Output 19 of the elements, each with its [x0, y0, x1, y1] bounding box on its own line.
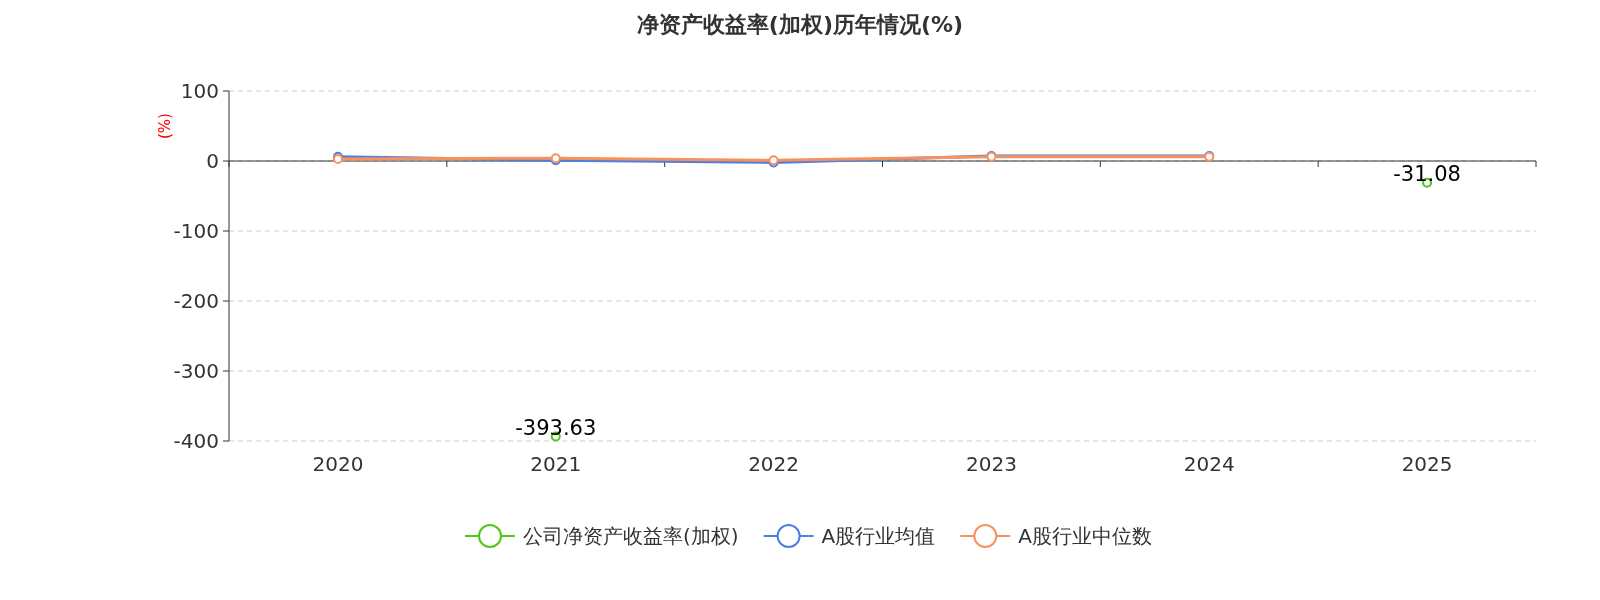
y-axis-title: (%) [156, 113, 174, 139]
data-label: -31.08 [1393, 161, 1461, 186]
legend-label: A股行业均值 [821, 524, 936, 548]
x-tick-label: 2023 [965, 452, 1017, 476]
y-tick-label: -400 [173, 429, 219, 453]
y-tick-label: -200 [173, 289, 219, 313]
x-tick-label: 2022 [748, 452, 800, 476]
y-tick-label: 100 [180, 79, 219, 103]
x-tick-label: 2020 [312, 452, 364, 476]
x-tick-label: 2025 [1401, 452, 1453, 476]
legend-label: 公司净资产收益率(加权) [523, 524, 739, 548]
data-label: -393.63 [515, 415, 597, 440]
y-tick-label: -300 [173, 359, 219, 383]
legend-label: A股行业中位数 [1018, 524, 1152, 548]
x-tick-label: 2021 [530, 452, 582, 476]
x-tick-label: 2024 [1183, 452, 1235, 476]
y-tick-label: 0 [206, 149, 219, 173]
chart-title: 净资产收益率(加权)历年情况(%) [636, 12, 964, 37]
y-tick-label: -100 [173, 219, 219, 243]
